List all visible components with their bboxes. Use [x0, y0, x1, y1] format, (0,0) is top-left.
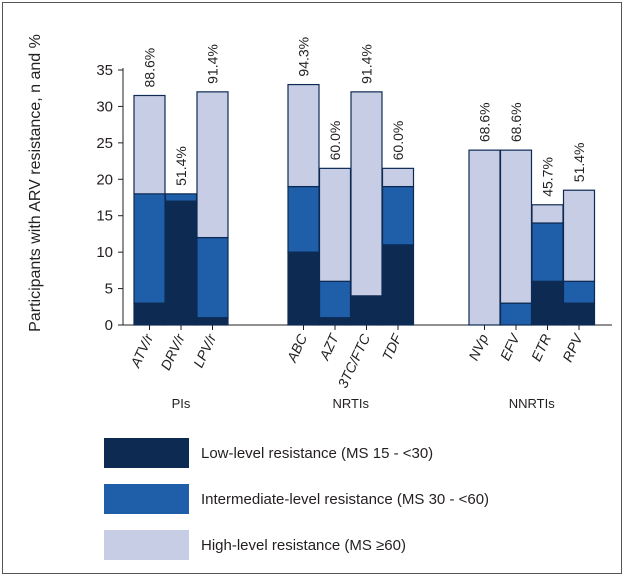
legend: Low-level resistance (MS 15 - <30) Inter…: [104, 438, 489, 576]
group-label: PIs: [172, 396, 191, 411]
bar-segment: [196, 317, 229, 326]
bar-segment: [381, 185, 415, 246]
bar-percent-label: 60.0%: [327, 121, 343, 161]
bar-segment: [287, 83, 320, 188]
y-tick-label: 10: [96, 244, 113, 261]
group-label: NNRTIs: [509, 396, 555, 411]
bar-segment: [196, 236, 229, 319]
bar-segment: [562, 302, 596, 326]
bar-percent-label: 91.4%: [205, 44, 221, 84]
bar-segment: [133, 302, 166, 326]
y-tick-label: 5: [105, 281, 113, 298]
bar-segment: [133, 193, 166, 304]
bar-segment: [531, 222, 564, 282]
x-tick-label: RPV: [559, 330, 586, 364]
legend-swatch-intermediate: [104, 484, 189, 514]
bar-segment: [318, 167, 352, 282]
legend-label-low: Low-level resistance (MS 15 - <30): [201, 444, 434, 462]
bar-percent-label: 94.3%: [296, 37, 312, 77]
y-tick-label: 25: [96, 135, 113, 152]
legend-label-high: High-level resistance (MS ≥60): [201, 536, 406, 554]
bar-segment: [287, 251, 320, 326]
bars: [133, 83, 596, 326]
bar-percent-label: 51.4%: [173, 146, 189, 186]
legend-label-intermediate: Intermediate-level resistance (MS 30 - <…: [201, 490, 490, 508]
x-tick-label: NVp: [465, 331, 491, 363]
group-label: NRTIs: [332, 396, 369, 411]
legend-swatch-low: [104, 438, 189, 468]
legend-item-intermediate: Intermediate-level resistance (MS 30 - <…: [104, 484, 489, 514]
bar-segment: [350, 91, 383, 297]
x-tick-label: ABC: [283, 331, 310, 366]
bar-percent-label: 68.6%: [508, 102, 524, 142]
legend-swatch-high: [104, 530, 189, 560]
bar-segment: [531, 204, 564, 224]
bar-segment: [381, 167, 415, 188]
bar-segment: [196, 91, 229, 239]
bar-percent-label: 88.6%: [142, 48, 158, 88]
bar-segment: [164, 200, 198, 326]
bar-percent-label: 91.4%: [359, 44, 375, 84]
y-tick-label: 30: [96, 98, 113, 115]
bar-segment: [318, 317, 352, 326]
bar-segment: [164, 193, 198, 202]
y-tick-label: 35: [96, 62, 113, 79]
bar-segment: [381, 244, 415, 326]
x-tick-label: ETR: [528, 332, 554, 364]
y-tick-label: 20: [96, 171, 113, 188]
x-tick-label: LPV/r: [190, 330, 220, 370]
y-tick-label: 0: [105, 317, 113, 334]
legend-item-low: Low-level resistance (MS 15 - <30): [104, 438, 489, 468]
bar-segment: [562, 189, 596, 282]
bar-segment: [350, 295, 383, 326]
bar-segment: [287, 185, 320, 253]
bar-percent-label: 60.0%: [390, 121, 406, 161]
bar-segment: [531, 280, 564, 326]
x-tick-label: AZT: [316, 330, 343, 363]
bar-segment: [499, 302, 533, 326]
bar-percent-label: 45.7%: [540, 157, 556, 197]
x-tick-label: ATV/r: [127, 330, 157, 370]
bar-segment: [318, 280, 352, 319]
x-tick-label: EFV: [497, 330, 524, 363]
y-axis-label: Participants with ARV resistance, n and …: [27, 34, 44, 332]
bar-percent-label: 51.4%: [571, 143, 587, 183]
x-tick-label: TDF: [379, 330, 406, 363]
bar-segment: [133, 94, 166, 195]
y-tick-label: 15: [96, 208, 113, 225]
bar-segment: [562, 280, 596, 304]
bar-percent-label: 68.6%: [477, 102, 493, 142]
legend-item-high: High-level resistance (MS ≥60): [104, 530, 489, 560]
x-tick-label: DRV/r: [157, 330, 188, 372]
bar-segment: [499, 149, 533, 304]
bar-segment: [468, 149, 501, 326]
